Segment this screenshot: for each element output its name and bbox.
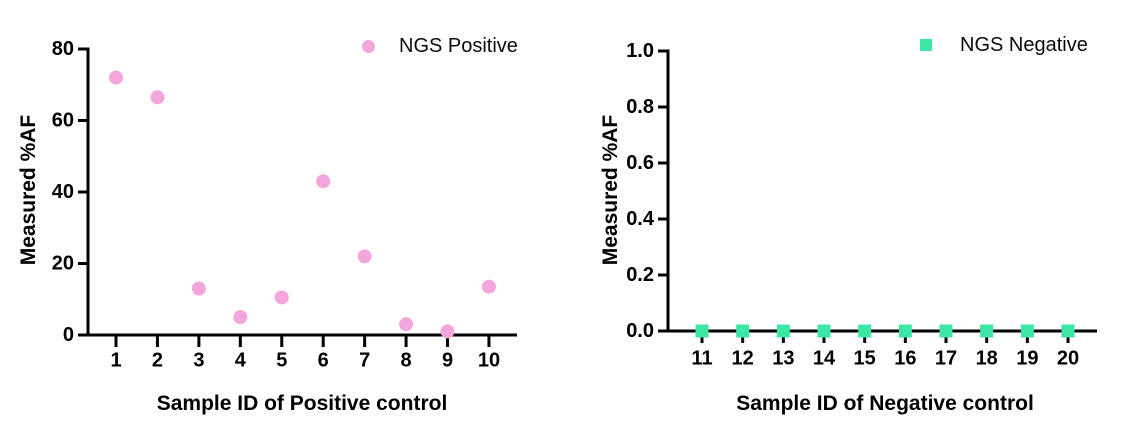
data-point (695, 324, 709, 338)
chart-positive: 0 20 40 60 80 1 2 3 4 5 6 7 8 9 10 Measured %AF Sample… (17, 35, 518, 416)
x-axis-label: Sample ID of Negative control (736, 392, 1034, 415)
x-tick-label: 6 (318, 350, 329, 372)
x-tick-label: 20 (1057, 348, 1079, 370)
legend-marker-circle-icon (362, 39, 375, 53)
x-tick-label: 19 (1016, 348, 1038, 370)
data-point (357, 249, 372, 264)
data-point (233, 310, 248, 325)
x-tick-label: 5 (276, 350, 287, 372)
data-point (316, 174, 331, 189)
chart-negative: 0.0 0.2 0.4 0.6 0.8 1.0 11 12 13 14 15 16 17 18 19 20 M… (562, 0, 1124, 432)
x-tick-label: 17 (935, 348, 957, 370)
x-tick-label: 1 (110, 350, 121, 372)
legend-marker-square-icon (920, 39, 932, 51)
y-tick-label: 0.2 (626, 264, 654, 286)
data-point (776, 324, 790, 338)
data-point (939, 324, 953, 338)
data-point (109, 70, 123, 85)
chart-positive-plot: 0 20 40 60 80 1 2 3 4 5 6 7 8 9 10 (52, 38, 517, 372)
x-tick-label: 10 (478, 350, 500, 372)
x-tick-label: 7 (359, 350, 370, 372)
y-tick-label: 0.0 (626, 320, 654, 342)
y-axis-label: Measured %AF (17, 114, 40, 266)
x-tick-label: 16 (894, 348, 916, 370)
x-axis-label: Sample ID of Positive control (156, 392, 448, 415)
data-point (191, 281, 206, 296)
legend: NGS Negative (920, 34, 1088, 56)
data-point (274, 290, 289, 305)
y-tick-label: 1.0 (626, 40, 654, 62)
x-tick-label: 11 (691, 348, 712, 370)
data-point (440, 324, 455, 339)
data-point (1061, 324, 1075, 338)
x-tick-label: 12 (732, 348, 754, 370)
x-tick-label: 3 (193, 350, 204, 372)
legend: NGS Positive (362, 35, 518, 57)
y-tick-label: 40 (52, 181, 74, 203)
data-point (858, 324, 872, 338)
data-point (980, 324, 994, 338)
data-point (898, 324, 912, 338)
chart-negative-plot: 0.0 0.2 0.4 0.6 0.8 1.0 11 12 13 14 15 16 17 18 19 20 (626, 40, 1097, 370)
y-tick-label: 0 (63, 324, 74, 346)
y-tick-label: 0.4 (626, 208, 655, 230)
data-point (150, 90, 165, 105)
y-tick-label: 0.8 (626, 96, 654, 118)
x-tick-label: 4 (235, 350, 247, 372)
x-tick-label: 18 (976, 348, 998, 370)
y-axis-label: Measured %AF (599, 114, 622, 266)
data-point (481, 279, 496, 294)
data-point (1020, 324, 1034, 338)
x-tick-label: 13 (772, 348, 794, 370)
x-tick-label: 9 (442, 350, 453, 372)
data-point (399, 317, 414, 332)
y-tick-label: 0.6 (626, 152, 654, 174)
legend-label: NGS Negative (960, 33, 1088, 56)
data-point (817, 324, 831, 338)
x-tick-label: 8 (401, 350, 412, 372)
y-tick-label: 80 (52, 38, 74, 60)
y-tick-label: 20 (52, 253, 74, 275)
y-tick-label: 60 (52, 110, 74, 132)
legend-label: NGS Positive (399, 34, 518, 57)
data-point (736, 324, 750, 338)
x-tick-label: 14 (813, 348, 836, 370)
x-tick-label: 2 (152, 350, 163, 372)
x-tick-label: 15 (854, 348, 876, 370)
